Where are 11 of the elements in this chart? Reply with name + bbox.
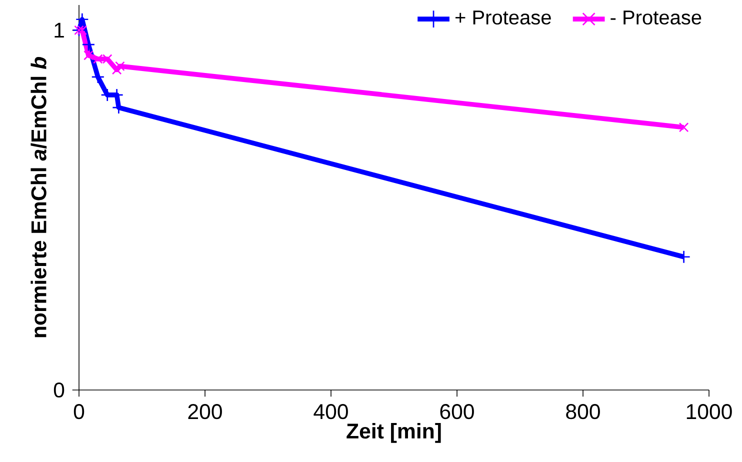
x-tick-label: 400 — [314, 404, 348, 420]
x-tick-label: 1000 — [686, 404, 732, 420]
legend-label: + Protease — [456, 10, 551, 25]
x-tick-label: 0 — [74, 404, 84, 420]
x-tick-label: 600 — [440, 404, 474, 420]
x-tick-label: 800 — [566, 404, 600, 420]
x-tick-label: 200 — [188, 404, 222, 420]
legend-label: - Protease — [610, 10, 702, 25]
x-axis-title: Zeit [min] — [346, 422, 441, 443]
y-axis-title: normierte EmChl a/EmChl b — [30, 57, 47, 338]
y-tick-label: 1 — [54, 22, 64, 38]
